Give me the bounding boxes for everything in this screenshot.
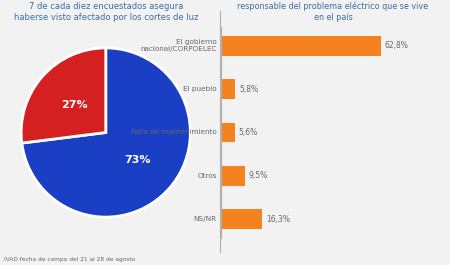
Bar <box>220 209 262 229</box>
Bar <box>220 80 235 99</box>
Text: 9,5%: 9,5% <box>248 171 268 180</box>
Title: 7 de cada diez encuestados asegura
haberse visto afectado por los cortes de luz: 7 de cada diez encuestados asegura haber… <box>14 2 198 22</box>
Text: 5,8%: 5,8% <box>239 85 258 94</box>
Text: 62,8%: 62,8% <box>385 41 409 50</box>
Text: El pueblo: El pueblo <box>183 86 216 92</box>
Bar <box>220 123 235 142</box>
Text: 5,6%: 5,6% <box>238 128 258 137</box>
Text: 27%: 27% <box>61 100 87 109</box>
Text: Otros: Otros <box>197 173 216 179</box>
Title: El gobierno nacional es el principal
responsable del problema eléctrico que se v: El gobierno nacional es el principal res… <box>238 0 428 21</box>
Text: Falta de mantenimiento: Falta de mantenimiento <box>131 130 216 135</box>
Text: 73%: 73% <box>124 156 151 165</box>
Wedge shape <box>21 48 106 143</box>
Wedge shape <box>22 48 190 217</box>
Text: 16,3%: 16,3% <box>266 215 290 224</box>
Text: IVAD fecha de campo del 21 al 28 de agosto: IVAD fecha de campo del 21 al 28 de agos… <box>4 257 136 262</box>
Text: El gobierno
nacional/CORPOELEC: El gobierno nacional/CORPOELEC <box>140 39 216 52</box>
Bar <box>220 36 381 56</box>
Bar <box>220 166 245 186</box>
Text: NS/NR: NS/NR <box>194 216 216 222</box>
